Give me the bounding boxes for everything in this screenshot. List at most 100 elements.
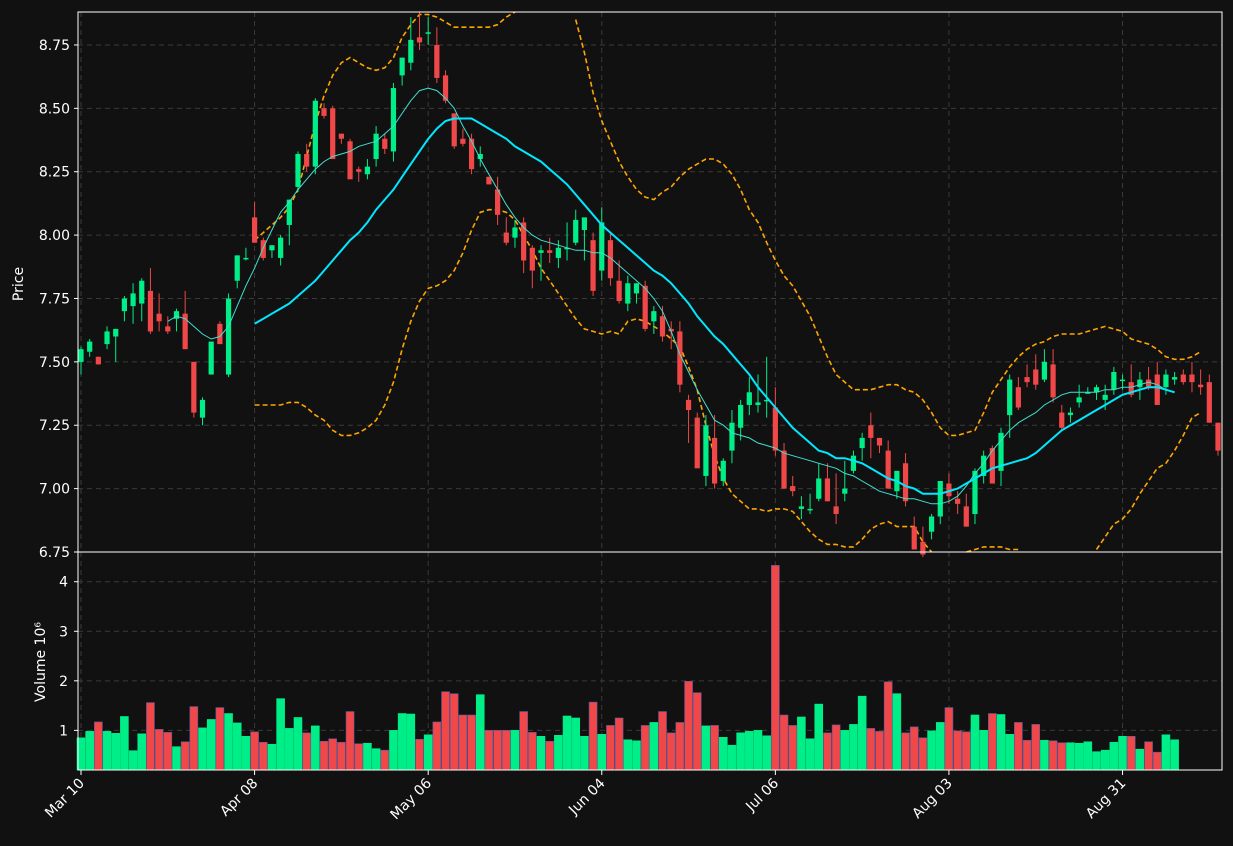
candle-body xyxy=(139,280,145,304)
candle-body xyxy=(729,422,735,451)
price-tick-label: 6.75 xyxy=(39,545,70,561)
candle-body xyxy=(694,417,700,469)
volume-bar xyxy=(831,724,841,771)
volume-bar xyxy=(180,741,190,771)
candle-body xyxy=(946,483,952,497)
axes: 6.75 7.00 7.25 7.50 7.75 8.00 8.25 8.50 8.75 1 2 3 4… xyxy=(39,11,1223,823)
volume-bar xyxy=(363,742,372,771)
candle-body xyxy=(920,541,926,555)
candle-body xyxy=(312,100,318,167)
candle-body xyxy=(1093,387,1100,393)
volume-bar xyxy=(762,735,771,771)
candle-body xyxy=(1198,384,1204,388)
candle-body xyxy=(911,526,917,550)
volume-bar xyxy=(649,722,659,771)
candle-body xyxy=(642,285,648,329)
volume-bar xyxy=(849,724,858,771)
volume-bar xyxy=(927,730,936,771)
volume-bar xyxy=(1152,751,1162,771)
volume-bar xyxy=(250,731,259,771)
volume-bar xyxy=(94,721,103,771)
price-tick-label: 8.75 xyxy=(39,38,70,54)
volume-bar xyxy=(371,748,381,771)
volume-bar xyxy=(953,730,962,771)
volume-bar xyxy=(441,691,450,771)
volume-bar xyxy=(701,725,711,771)
candle-body xyxy=(1102,394,1108,400)
volume-axis-label: Volume 10⁶ xyxy=(33,622,49,702)
candle-body xyxy=(495,189,501,215)
volume-bar xyxy=(406,713,416,771)
candle-body xyxy=(998,432,1004,471)
candle-body xyxy=(330,108,336,160)
volume-bar xyxy=(1022,739,1032,771)
volume-bar xyxy=(241,736,251,771)
volume-bar xyxy=(935,722,945,771)
volume-bar xyxy=(580,736,589,771)
volume-bar xyxy=(883,681,893,771)
candle-body xyxy=(885,450,891,489)
volume-bar xyxy=(840,730,850,771)
candle-body xyxy=(902,463,909,502)
volume-bar xyxy=(102,731,112,771)
candle-body xyxy=(772,407,778,451)
volume-bar xyxy=(588,701,598,771)
volume-tick-label: 3 xyxy=(59,624,68,640)
candle-body xyxy=(599,222,605,271)
volume-bar xyxy=(779,714,789,771)
candle-body xyxy=(677,331,683,385)
volume-bar xyxy=(1005,734,1014,771)
volume-bar xyxy=(892,693,902,771)
candle-body xyxy=(807,508,813,511)
candle-body xyxy=(842,488,848,494)
candle-body xyxy=(738,404,744,428)
candle-body xyxy=(833,506,839,514)
candle-body xyxy=(286,199,292,225)
volume-bar xyxy=(120,716,129,771)
volume-bar xyxy=(727,744,737,771)
candle-body xyxy=(1059,412,1065,428)
volume-bar xyxy=(1014,722,1023,771)
candle-body xyxy=(573,219,579,243)
candle-body xyxy=(147,290,154,332)
candle-body xyxy=(173,311,180,319)
volume-bar xyxy=(875,731,884,771)
candle-body xyxy=(399,57,405,76)
volume-bar xyxy=(1083,741,1093,771)
candle-body xyxy=(364,166,371,175)
candle-body xyxy=(790,486,796,492)
volume-bar xyxy=(1066,742,1075,771)
candle-body xyxy=(304,153,310,167)
volume-bar xyxy=(232,722,242,771)
volume-bar xyxy=(1170,739,1179,771)
candle-body xyxy=(928,516,935,532)
candle-body xyxy=(182,313,188,350)
candle-body xyxy=(347,141,353,180)
volume-bar xyxy=(675,722,685,771)
volume-bar xyxy=(510,730,520,771)
candle-body xyxy=(564,247,570,250)
candle-body xyxy=(95,356,101,365)
volume-bar xyxy=(154,729,164,771)
candle-body xyxy=(1119,379,1126,382)
candle-body xyxy=(278,237,284,258)
candle-body xyxy=(217,323,223,345)
candle-body xyxy=(659,316,666,337)
price-tick-label: 7.50 xyxy=(39,355,70,371)
volume-bar xyxy=(415,738,424,771)
volume-bar xyxy=(571,717,581,771)
candle-body xyxy=(547,250,553,253)
candle-body xyxy=(868,425,874,438)
volume-bar xyxy=(545,740,554,771)
candles-series xyxy=(78,12,1221,558)
volume-bar xyxy=(606,725,615,771)
volume-bar xyxy=(909,726,919,771)
candle-body xyxy=(512,227,518,238)
candle-body xyxy=(321,108,327,116)
volume-bar xyxy=(189,706,199,771)
volume-panel-frame xyxy=(77,551,1223,771)
candle-body xyxy=(720,460,726,482)
volume-bar xyxy=(692,692,702,771)
candle-body xyxy=(989,448,995,484)
candle-body xyxy=(269,245,275,251)
